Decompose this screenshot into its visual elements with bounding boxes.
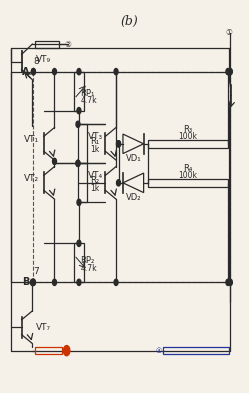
Circle shape [114,279,118,285]
Circle shape [117,141,121,147]
Circle shape [117,180,121,186]
Text: ③: ③ [63,348,70,354]
Bar [35,40,59,48]
Circle shape [31,279,35,285]
Text: ②: ② [64,40,71,49]
Circle shape [31,68,35,75]
Text: 8: 8 [33,57,39,66]
Text: VT₉: VT₉ [36,55,51,64]
Text: VT₇: VT₇ [36,323,51,332]
Text: 100k: 100k [179,171,197,180]
Text: 100k: 100k [179,132,197,141]
Text: 1k: 1k [90,145,99,154]
Bar [74,243,84,282]
Circle shape [77,279,81,285]
Text: VD₁: VD₁ [125,154,141,163]
Circle shape [228,68,232,75]
Circle shape [63,345,70,356]
Bar [78,124,87,163]
Text: VD₂: VD₂ [125,193,141,202]
Circle shape [226,279,230,285]
Circle shape [53,158,57,165]
Text: R₁: R₁ [90,138,99,146]
Circle shape [76,160,80,167]
Circle shape [30,279,34,285]
Circle shape [77,240,81,246]
Text: VT₂: VT₂ [24,174,39,184]
Circle shape [228,279,232,285]
Circle shape [114,68,118,75]
Text: VT₄: VT₄ [88,171,103,180]
Circle shape [53,68,57,75]
Circle shape [77,68,81,75]
Text: ①: ① [226,28,233,37]
Text: RP₁: RP₁ [80,88,95,97]
Bar [148,179,228,187]
Bar [74,72,84,111]
Circle shape [226,68,230,75]
Text: 1k: 1k [90,184,99,193]
Text: 4.7k: 4.7k [80,264,97,273]
Circle shape [31,279,35,285]
Circle shape [53,279,57,285]
Bar [148,140,228,148]
Text: R₃: R₃ [184,125,192,134]
Text: R₂: R₂ [90,176,99,185]
Circle shape [31,68,35,75]
Circle shape [76,121,80,127]
Circle shape [77,199,81,206]
Text: ④: ④ [156,348,162,354]
Text: 7: 7 [33,268,39,277]
Text: RP₂: RP₂ [80,256,94,265]
Circle shape [117,141,121,147]
Circle shape [77,108,81,114]
Text: A: A [22,67,30,77]
Bar [163,347,229,354]
Text: VT₃: VT₃ [88,132,103,141]
Text: 4.7k: 4.7k [80,96,97,105]
Text: R₄: R₄ [183,164,193,173]
Bar [35,347,62,354]
Text: (b): (b) [121,15,138,28]
Text: B: B [22,277,30,287]
Text: VT₁: VT₁ [24,136,39,144]
Bar [78,163,87,202]
Circle shape [76,160,80,167]
